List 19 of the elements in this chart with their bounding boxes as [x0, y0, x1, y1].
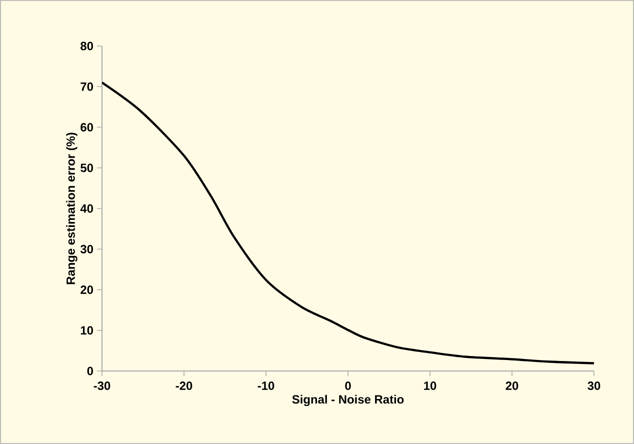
y-tick-label: 0	[87, 366, 93, 376]
y-tick-label: 70	[80, 82, 93, 91]
x-tick-label: -20	[176, 382, 192, 390]
y-tick-label: 40	[80, 204, 93, 213]
y-tick-label: 10	[80, 326, 93, 335]
x-tick-label: 30	[588, 382, 600, 390]
x-tick-label: -30	[94, 382, 110, 390]
y-axis-title: Range estimation error (%)	[66, 132, 78, 284]
x-tick-label: -10	[258, 382, 274, 390]
x-tick-label: 10	[424, 382, 436, 390]
x-axis-title: Signal - Noise Ratio	[292, 394, 404, 406]
y-tick-label: 30	[80, 244, 93, 254]
y-tick-label: 20	[80, 286, 93, 294]
x-tick-label: 20	[506, 382, 518, 390]
y-tick-label: 80	[80, 42, 93, 50]
line-series	[102, 81, 594, 364]
y-tick-label: 60	[80, 123, 93, 132]
x-tick-label: 0	[345, 382, 351, 390]
y-tick-label: 50	[80, 164, 93, 172]
